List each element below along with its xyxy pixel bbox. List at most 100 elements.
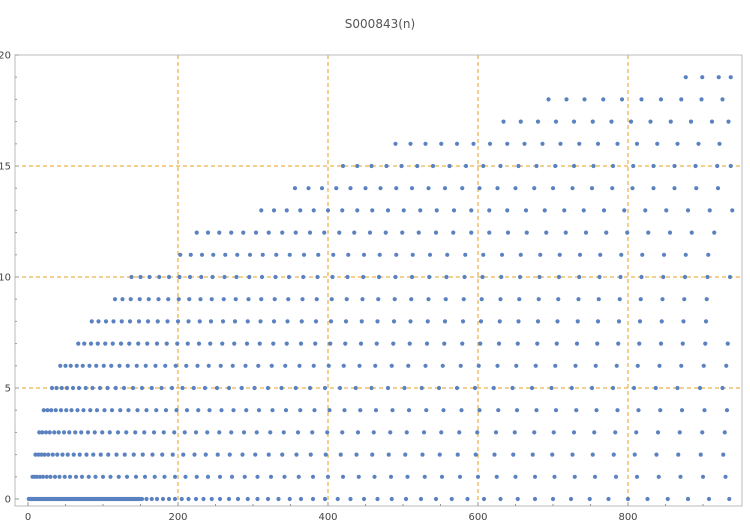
data-point <box>655 430 661 435</box>
data-point <box>495 363 500 368</box>
data-point <box>480 274 485 280</box>
data-point <box>327 408 332 413</box>
data-point <box>221 297 226 302</box>
data-point <box>76 341 81 346</box>
data-point <box>727 496 732 502</box>
data-point <box>643 208 648 213</box>
data-point <box>700 430 705 435</box>
data-point <box>651 186 656 191</box>
data-point <box>120 297 125 302</box>
data-point <box>296 474 301 479</box>
data-point <box>256 408 262 413</box>
data-point <box>245 496 250 502</box>
data-point <box>193 430 199 435</box>
data-point <box>124 430 129 435</box>
data-point <box>202 385 208 391</box>
data-point <box>552 474 557 479</box>
data-point <box>657 363 662 368</box>
data-point <box>208 319 214 324</box>
data-point <box>128 297 133 302</box>
data-point <box>329 297 334 302</box>
data-point <box>326 363 331 368</box>
data-point <box>700 75 705 80</box>
data-point <box>199 274 204 280</box>
data-point <box>109 408 115 413</box>
data-point <box>127 341 132 346</box>
data-point <box>166 496 172 502</box>
data-point <box>287 496 292 502</box>
data-point <box>532 430 537 435</box>
data-point <box>85 430 91 435</box>
data-point <box>371 430 376 435</box>
data-point <box>150 452 155 457</box>
data-point <box>634 141 640 146</box>
x-tick-label: 0 <box>25 512 31 523</box>
data-point <box>408 141 413 146</box>
data-point <box>442 319 448 324</box>
data-point <box>45 408 50 413</box>
data-point <box>325 208 331 213</box>
data-point <box>444 274 449 280</box>
data-point <box>555 319 560 324</box>
data-point <box>183 474 188 479</box>
data-point <box>174 408 179 413</box>
data-point <box>516 319 521 324</box>
data-point <box>676 452 681 457</box>
data-point <box>659 319 664 324</box>
data-point <box>139 496 145 502</box>
data-point <box>459 408 464 413</box>
data-point <box>134 363 139 368</box>
data-point <box>96 319 101 324</box>
x-tick-label: 800 <box>618 512 637 523</box>
data-point <box>597 274 602 280</box>
data-point <box>125 363 130 368</box>
data-point <box>113 385 118 391</box>
data-point <box>481 496 487 502</box>
data-point <box>709 119 715 124</box>
data-point <box>151 430 157 435</box>
data-point <box>625 230 630 235</box>
data-point <box>269 363 274 368</box>
data-point <box>195 363 200 368</box>
data-point <box>271 208 277 213</box>
data-point <box>133 474 139 479</box>
data-point <box>155 319 160 324</box>
data-point <box>54 385 59 391</box>
data-point <box>270 408 275 413</box>
data-point <box>209 496 214 502</box>
data-point <box>386 452 391 457</box>
data-point <box>193 496 199 502</box>
data-point <box>675 141 680 146</box>
data-point <box>553 163 558 169</box>
data-point <box>233 297 238 302</box>
data-point <box>427 274 432 280</box>
data-point <box>297 363 302 368</box>
data-point <box>563 230 568 235</box>
data-point <box>639 274 644 280</box>
data-point <box>536 297 541 302</box>
data-point <box>110 341 115 346</box>
data-point <box>610 385 616 391</box>
data-point <box>394 186 399 191</box>
data-point <box>516 163 521 169</box>
data-point <box>172 496 178 502</box>
data-point <box>609 119 614 124</box>
data-point <box>355 208 360 213</box>
data-point <box>244 408 249 413</box>
data-point <box>487 208 492 213</box>
data-point <box>478 319 484 324</box>
data-point <box>558 141 563 146</box>
data-point <box>672 163 677 169</box>
data-point <box>313 319 319 324</box>
data-point <box>257 341 262 346</box>
data-point <box>229 474 235 479</box>
data-point <box>550 452 555 457</box>
data-point <box>63 363 68 368</box>
data-point <box>441 408 446 413</box>
data-point <box>152 474 157 479</box>
data-point <box>415 163 420 169</box>
data-point <box>535 119 541 124</box>
data-point <box>424 408 429 413</box>
data-point <box>274 252 279 257</box>
data-point <box>67 474 73 479</box>
